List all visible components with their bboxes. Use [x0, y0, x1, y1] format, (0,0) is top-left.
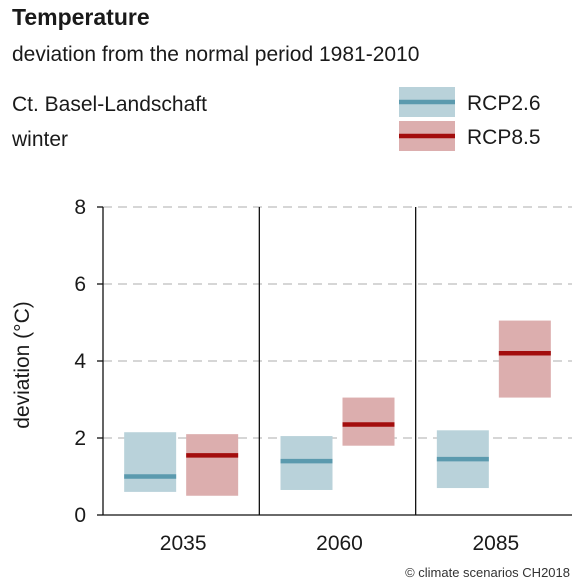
region-label: Ct. Basel-Landschaft — [12, 93, 207, 116]
y-tick-label: 6 — [74, 273, 86, 296]
range-box-rcp85-2060 — [342, 397, 395, 446]
x-tick-label: 2085 — [472, 532, 519, 555]
x-tick-label: 2035 — [160, 532, 207, 555]
legend: RCP2.6 RCP8.5 — [399, 87, 541, 151]
range-box-rcp85-2085 — [498, 320, 551, 398]
y-axis-title: deviation (°C) — [11, 301, 34, 428]
season-label: winter — [12, 128, 69, 151]
legend-label: RCP8.5 — [467, 126, 541, 149]
chart-title: Temperature — [12, 4, 150, 30]
y-tick-label: 0 — [74, 504, 86, 527]
y-tick-label: 2 — [74, 427, 86, 450]
y-tick-label: 4 — [74, 350, 86, 373]
source-credit: © climate scenarios CH2018 — [405, 565, 570, 580]
x-tick-label: 2060 — [316, 532, 363, 555]
grid-lines — [103, 206, 572, 439]
range-boxes — [124, 320, 551, 496]
legend-label: RCP2.6 — [467, 92, 541, 115]
chart-subtitle: deviation from the normal period 1981-20… — [12, 43, 420, 66]
range-box-rcp26-2035 — [124, 432, 177, 492]
period-separators — [258, 207, 417, 515]
range-box-rcp85-2035 — [186, 434, 239, 496]
y-tick-label: 8 — [74, 196, 86, 219]
axes: 0 2 4 6 8 2035 2060 2085 — [74, 196, 572, 555]
